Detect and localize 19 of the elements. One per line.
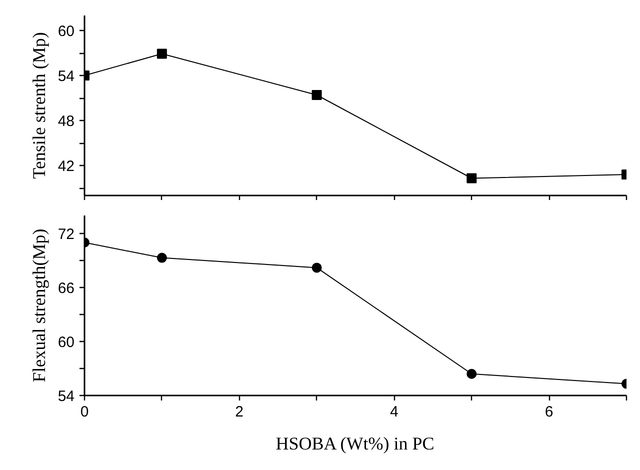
- x-tick-label: 0: [80, 404, 89, 420]
- y-tick-label: 60: [58, 334, 75, 351]
- y-tick-label: 54: [58, 388, 75, 405]
- x-axis-title: HSOBA (Wt%) in PC: [276, 434, 434, 454]
- y-axis-title: Flexual strength(Mp): [28, 228, 49, 382]
- point: [312, 262, 322, 273]
- y-axis-title: Tensile strenth (Mp): [28, 32, 49, 179]
- x-tick-label: 4: [390, 404, 398, 420]
- y-tick-label: 48: [58, 113, 75, 130]
- point: [466, 173, 477, 184]
- y-tick-label: 42: [58, 158, 75, 175]
- y-tick-label: 54: [58, 68, 75, 85]
- point: [466, 368, 477, 379]
- x-tick-label: 6: [544, 404, 554, 420]
- point: [312, 90, 322, 100]
- y-tick-label: 60: [58, 23, 75, 40]
- y-tick-label: 72: [58, 226, 75, 243]
- x-tick-label: 2: [235, 404, 244, 420]
- y-tick-label: 66: [58, 280, 75, 297]
